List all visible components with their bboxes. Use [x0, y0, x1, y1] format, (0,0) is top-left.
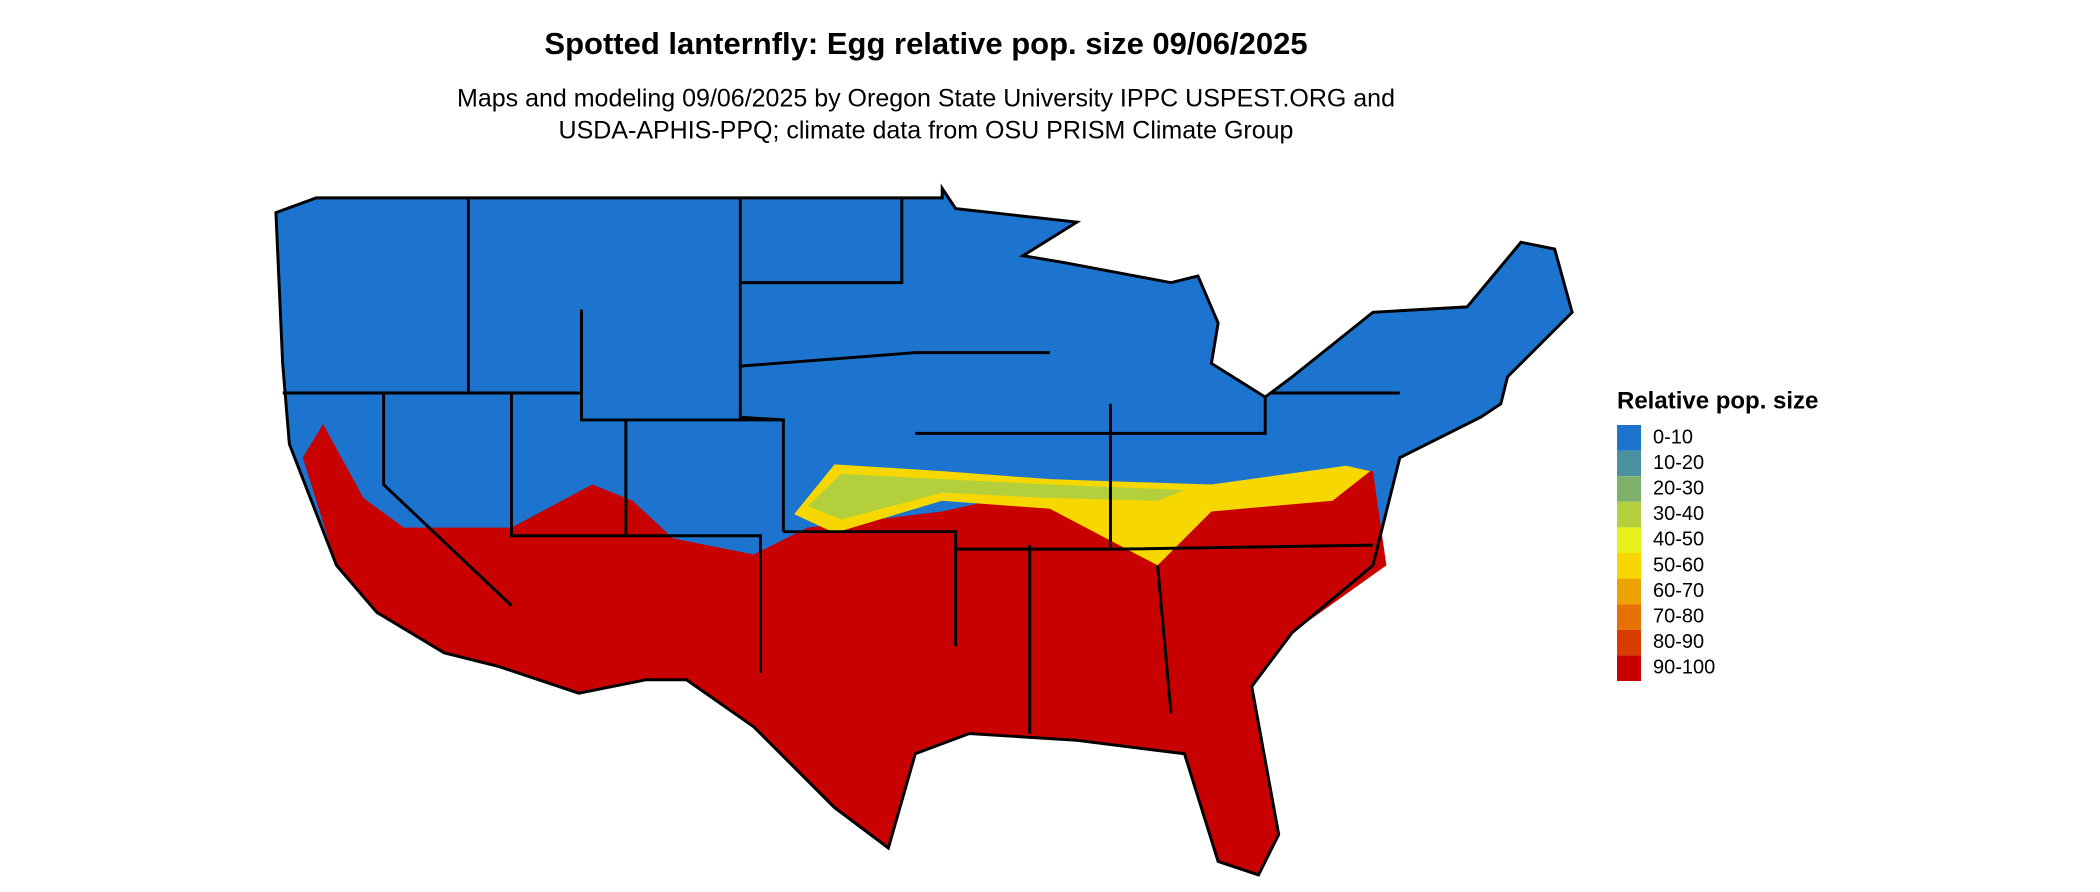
legend-label: 80-90: [1653, 631, 1704, 653]
legend-label: 0-10: [1653, 426, 1693, 448]
legend-label: 10-20: [1653, 452, 1704, 474]
legend-title: Relative pop. size: [1617, 387, 1818, 414]
legend-label: 70-80: [1653, 605, 1704, 627]
legend-swatch: [1617, 476, 1641, 502]
state-borders: [282, 197, 1400, 734]
legend-swatch: [1617, 604, 1641, 630]
legend-label: 60-70: [1653, 580, 1704, 602]
legend-swatch: [1617, 629, 1641, 656]
legend-label: 50-60: [1653, 554, 1704, 576]
legend-swatch: [1617, 578, 1641, 605]
legend-swatch: [1617, 527, 1641, 553]
legend-swatch: [1617, 553, 1641, 579]
map-subtitle: Maps and modeling 09/06/2025 by Oregon S…: [457, 85, 1395, 113]
map: [274, 183, 1574, 877]
legend-swatch: [1617, 425, 1641, 451]
legend-swatch: [1617, 450, 1641, 477]
legend: 0-10 10-20 20-30 30-40 40-50 50-60 60-70 70-80 8…: [1617, 425, 1715, 681]
legend-label: 40-50: [1653, 529, 1704, 551]
map-subtitle: USDA-APHIS-PPQ; climate data from OSU PR…: [559, 117, 1294, 145]
us-outline: [274, 183, 1574, 877]
legend-label: 90-100: [1653, 657, 1715, 679]
region-transition: [807, 473, 1185, 520]
legend-label: 30-40: [1653, 503, 1704, 525]
legend-swatch: [1617, 655, 1641, 681]
map-title: Spotted lanternfly: Egg relative pop. si…: [544, 26, 1307, 61]
legend-label: 20-30: [1653, 477, 1704, 499]
legend-swatch: [1617, 501, 1641, 528]
